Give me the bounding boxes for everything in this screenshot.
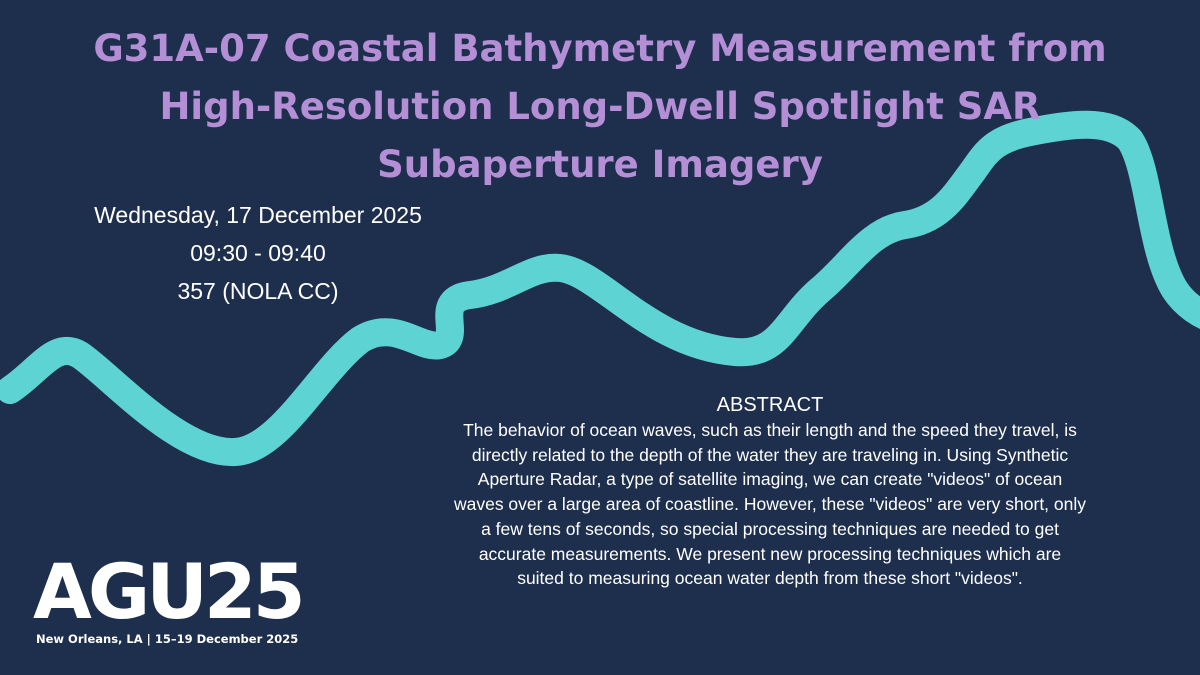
abstract-line: waves over a large area of coastline. Ho… [453, 494, 1087, 515]
abstract-line: a few tens of seconds, so special proces… [481, 518, 1059, 539]
session-info: Wednesday, 17 December 2025 09:30 - 09:4… [18, 196, 498, 310]
abstract-line: The behavior of ocean waves, such as the… [463, 420, 1077, 440]
abstract: ABSTRACT The behavior of ocean waves, su… [360, 392, 1180, 591]
title-line: G31A-07 Coastal Bathymetry Measurement f… [93, 27, 1107, 70]
abstract-line: Aperture Radar, a type of satellite imag… [477, 469, 1063, 490]
abstract-line: suited to measuring ocean water depth fr… [517, 568, 1023, 589]
abstract-heading: ABSTRACT [716, 394, 824, 416]
wave-line [0, 110, 1200, 466]
logo-mark: AGU25 [33, 547, 306, 636]
title-line: High-Resolution Long-Dwell Spotlight SAR [159, 85, 1041, 128]
session-time: 09:30 - 09:40 [190, 240, 326, 266]
session-room: 357 (NOLA CC) [177, 278, 339, 304]
abstract-line: accurate measurements. We present new pr… [478, 543, 1062, 564]
logo-tagline: New Orleans, LA | 15–19 December 2025 [36, 632, 299, 646]
abstract-body: The behavior of ocean waves, such as the… [360, 418, 1180, 591]
session-date: Wednesday, 17 December 2025 [94, 202, 422, 228]
title: G31A-07 Coastal Bathymetry Measurement f… [0, 20, 1200, 194]
title-line: Subaperture Imagery [377, 143, 823, 186]
abstract-line: directly related to the depth of the wat… [471, 444, 1069, 465]
